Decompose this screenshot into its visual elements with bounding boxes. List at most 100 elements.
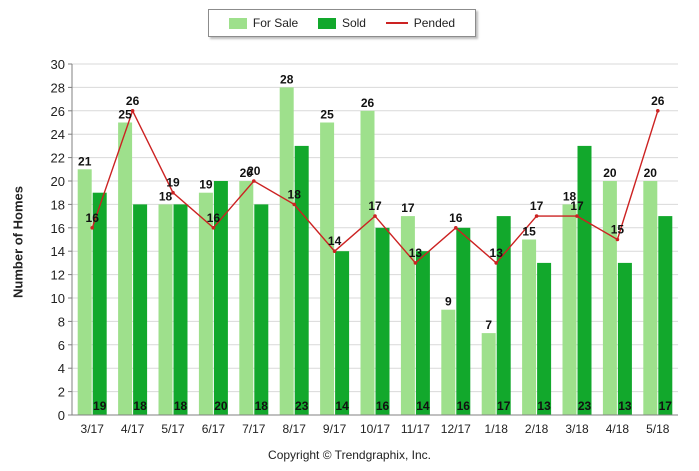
bar-for-sale (522, 239, 537, 415)
x-tick-label: 5/17 (161, 422, 185, 436)
pended-value-label: 14 (328, 234, 342, 248)
bar-sold (537, 262, 552, 415)
bar-sold (294, 145, 309, 415)
x-tick-label: 5/18 (646, 422, 670, 436)
bar-for-sale (198, 192, 213, 415)
sold-value-label: 14 (335, 399, 349, 413)
y-tick-label: 0 (58, 408, 65, 423)
pended-value-label: 26 (651, 94, 665, 108)
pended-point (292, 202, 297, 207)
y-tick-label: 8 (58, 314, 65, 329)
for-sale-value-label: 20 (644, 166, 658, 180)
data-labels: 2119251818181920201828232514261617149167… (78, 72, 672, 413)
bar-sold (617, 262, 632, 415)
legend: For Sale Sold Pended (208, 9, 476, 37)
legend-pended-swatch (385, 22, 408, 24)
pended-value-label: 13 (490, 246, 504, 260)
pended-point (332, 249, 337, 253)
bar-sold (335, 251, 350, 415)
bar-sold (133, 204, 148, 415)
for-sale-value-label: 9 (445, 295, 452, 309)
x-tick-label: 11/17 (401, 422, 430, 436)
legend-pended-label: Pended (413, 16, 456, 30)
bar-for-sale (77, 169, 92, 415)
for-sale-value-label: 17 (401, 201, 415, 215)
pended-point (211, 226, 216, 230)
bar-for-sale (400, 216, 415, 415)
pended-point (534, 214, 539, 218)
pended-value-label: 26 (126, 94, 140, 108)
sold-value-label: 13 (537, 399, 551, 413)
y-tick-label: 18 (51, 197, 65, 212)
bar-for-sale (118, 122, 133, 415)
sold-value-label: 17 (497, 399, 511, 413)
pended-value-label: 17 (570, 199, 584, 213)
pended-value-label: 16 (86, 211, 100, 225)
bar-sold (254, 204, 269, 415)
bar-for-sale (158, 204, 173, 415)
pended-point (171, 190, 175, 195)
pended-line (90, 108, 660, 265)
bar-sold (658, 216, 673, 415)
copyright: Copyright © Trendgraphix, Inc. (268, 448, 431, 462)
bar-sold (415, 251, 430, 415)
sold-value-label: 18 (174, 399, 188, 413)
y-tick-label: 20 (51, 174, 65, 189)
sold-value-label: 14 (416, 399, 430, 413)
legend-sold-swatch (317, 17, 336, 29)
bar-for-sale (360, 110, 375, 416)
y-tick-label: 14 (51, 244, 65, 259)
bar-for-sale (562, 204, 577, 415)
for-sale-value-label: 28 (280, 72, 294, 86)
x-tick-label: 8/17 (283, 422, 307, 436)
bar-for-sale (441, 309, 456, 415)
legend-for-sale-swatch (228, 17, 247, 29)
sold-value-label: 17 (659, 399, 673, 413)
sold-value-label: 13 (618, 399, 632, 413)
sold-value-label: 19 (93, 399, 107, 413)
pended-value-label: 19 (166, 176, 180, 190)
bar-sold (213, 181, 228, 415)
x-axis-ticks: 3/17 4/17 5/17 6/17 7/17 8/17 9/17 10/17 11/17 12… (81, 422, 670, 436)
x-tick-label: 9/17 (323, 422, 347, 436)
bar-sold (496, 216, 511, 415)
for-sale-value-label: 7 (485, 318, 492, 332)
bar-for-sale (239, 181, 254, 415)
y-tick-label: 28 (51, 80, 65, 95)
x-tick-label: 10/17 (360, 422, 390, 436)
sold-value-label: 18 (133, 399, 147, 413)
pended-value-label: 18 (288, 187, 302, 201)
for-sale-value-label: 15 (522, 225, 536, 239)
x-tick-label: 4/17 (121, 422, 145, 436)
pended-point (130, 109, 135, 113)
pended-value-label: 20 (247, 164, 261, 178)
y-tick-label: 12 (51, 268, 65, 283)
pended-point (615, 237, 620, 242)
pended-point (656, 109, 660, 113)
legend-sold-label: Sold (341, 16, 366, 30)
bar-for-sale (481, 333, 496, 415)
y-tick-label: 10 (51, 291, 65, 306)
pended-point (413, 261, 418, 265)
pended-value-label: 13 (409, 246, 423, 260)
y-tick-label: 30 (51, 57, 65, 72)
x-tick-label: 3/17 (81, 422, 105, 436)
for-sale-value-label: 25 (320, 108, 334, 122)
sold-value-label: 23 (578, 399, 592, 413)
pended-value-label: 17 (530, 199, 544, 213)
bar-sold (375, 227, 390, 415)
pended-point (494, 261, 499, 265)
for-sale-value-label: 26 (361, 96, 375, 110)
legend-sold: Sold (317, 16, 366, 30)
x-tick-label: 3/18 (565, 422, 589, 436)
sold-value-label: 18 (255, 399, 269, 413)
x-tick-label: 7/17 (242, 422, 266, 436)
pended-point (252, 179, 256, 183)
for-sale-value-label: 18 (159, 189, 173, 203)
y-tick-label: 2 (58, 385, 65, 400)
bars (77, 87, 673, 416)
sold-value-label: 23 (295, 399, 309, 413)
bar-for-sale (643, 181, 658, 415)
